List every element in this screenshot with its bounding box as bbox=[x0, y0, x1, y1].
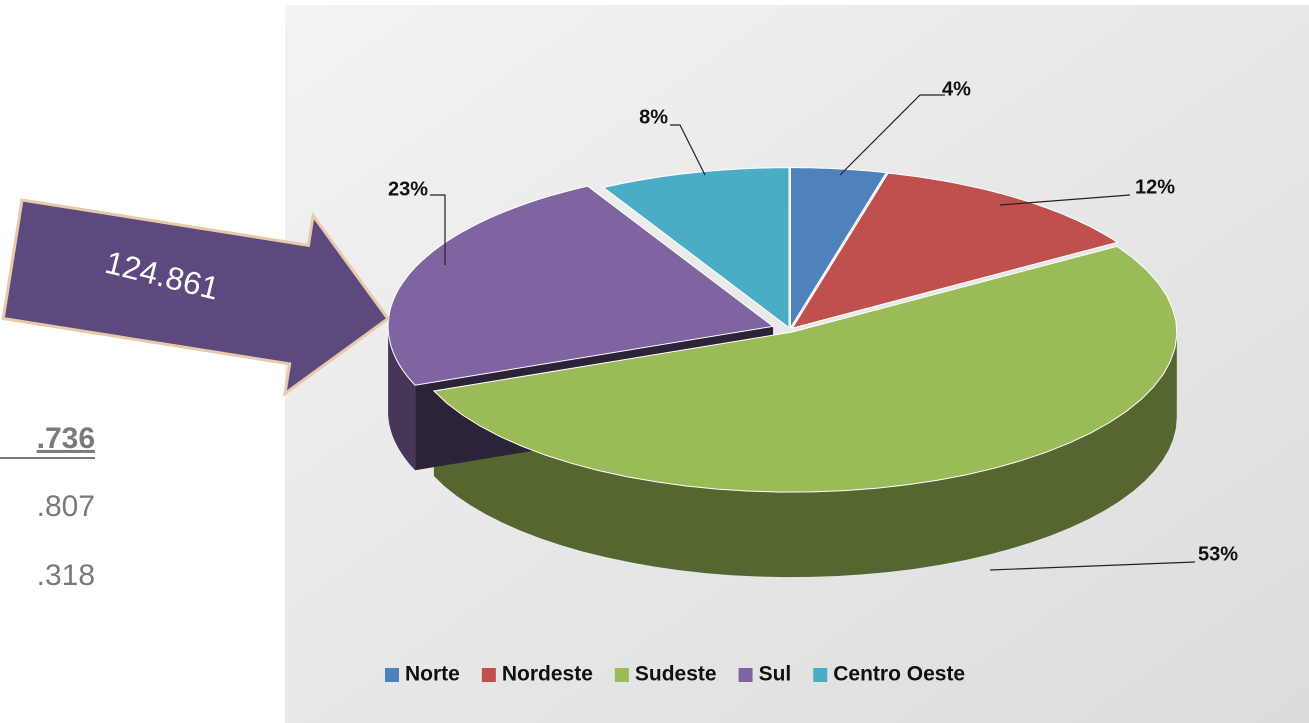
side-value: .807 bbox=[37, 490, 95, 523]
legend-swatch bbox=[738, 668, 753, 682]
side-value: .736 bbox=[37, 422, 95, 455]
data-label: 53% bbox=[1198, 543, 1238, 565]
slice-side bbox=[388, 326, 416, 471]
legend-label: Nordeste bbox=[502, 663, 593, 686]
leader-line bbox=[999, 194, 1131, 206]
data-label: 4% bbox=[942, 78, 971, 100]
leader-line bbox=[430, 194, 446, 265]
slice bbox=[789, 167, 888, 330]
arrow: 124.861 bbox=[1, 198, 391, 397]
slice-side bbox=[433, 332, 1177, 578]
slice bbox=[602, 167, 790, 329]
data-label: 23% bbox=[388, 178, 428, 200]
slice bbox=[387, 185, 775, 386]
leader-line bbox=[989, 561, 1196, 571]
legend-label: Sul bbox=[759, 663, 792, 686]
legend-swatch bbox=[481, 668, 496, 682]
leader-line bbox=[670, 124, 706, 176]
legend-swatch bbox=[614, 668, 629, 682]
pie bbox=[387, 167, 1178, 578]
data-label: 8% bbox=[639, 106, 668, 128]
legend-label: Norte bbox=[405, 663, 460, 686]
side-value: .318 bbox=[37, 559, 95, 592]
slice bbox=[791, 172, 1119, 329]
legend-label: Centro Oeste bbox=[833, 663, 965, 686]
legend-label: Sudeste bbox=[635, 663, 717, 686]
leader-line bbox=[839, 94, 945, 176]
data-label: 12% bbox=[1135, 176, 1175, 198]
legend-swatch bbox=[813, 668, 828, 682]
arrow-shape bbox=[1, 198, 391, 397]
legend-swatch bbox=[385, 668, 399, 682]
slice bbox=[432, 245, 1178, 493]
